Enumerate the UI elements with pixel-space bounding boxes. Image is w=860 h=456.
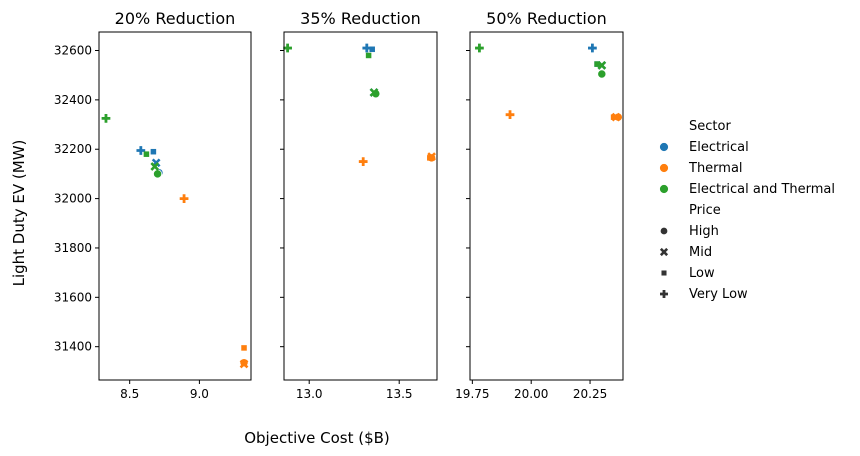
panel-points	[283, 43, 437, 166]
legend-item-thermal: Thermal	[659, 161, 743, 176]
panels: 20% Reduction 8.5 9.0 31400 31600 31800 32000 3…	[54, 9, 624, 401]
y-tick-label: 31600	[54, 290, 92, 304]
legend-item-electrical-and-thermal: Electrical and Thermal	[659, 182, 835, 197]
legend-item-very-low: Very Low	[660, 287, 748, 302]
panel-2: 35% Reduction 13.0 13.5	[280, 9, 438, 401]
legend-marker-mid	[659, 247, 669, 257]
x-tick-label: 13.5	[386, 387, 413, 401]
legend-label: Very Low	[689, 287, 748, 302]
point-electrical-and-thermal-mid	[150, 162, 160, 171]
legend-title-sector: Sector	[689, 119, 731, 134]
point-electrical-and-thermal-very-low	[283, 43, 292, 53]
x-axis-label: Objective Cost ($B)	[244, 429, 390, 447]
legend-label: High	[689, 224, 719, 239]
legend: Sector Electrical Thermal Electrical and Th…	[659, 119, 835, 302]
legend-marker-low	[661, 270, 667, 276]
x-tick-label: 13.0	[296, 387, 323, 401]
point-thermal-very-low	[358, 157, 368, 166]
panel-points	[101, 114, 249, 369]
point-electrical-very-low	[136, 146, 146, 155]
point-electrical-and-thermal-high	[153, 169, 163, 179]
legend-item-high: High	[659, 224, 719, 239]
point-thermal-low	[610, 114, 617, 120]
point-electrical-and-thermal-very-low	[475, 43, 484, 53]
point-thermal-very-low	[505, 110, 515, 120]
legend-title-price: Price	[689, 203, 721, 218]
y-tick-label: 32600	[54, 44, 92, 58]
y-tick-label: 31400	[54, 340, 92, 354]
point-electrical-very-low	[362, 43, 372, 53]
x-tick-label: 8.5	[120, 387, 139, 401]
panel-1: 20% Reduction 8.5 9.0 31400 31600 31800 32000 3…	[54, 9, 252, 401]
point-thermal-mid	[239, 359, 249, 369]
point-electrical-low	[150, 148, 157, 155]
legend-label: Electrical and Thermal	[689, 182, 835, 197]
point-electrical-and-thermal-very-low	[101, 114, 111, 123]
panel-points	[475, 43, 623, 122]
point-electrical-low	[369, 46, 375, 53]
y-tick-label: 32200	[54, 142, 92, 156]
panel-frame	[469, 31, 624, 381]
point-thermal-low	[427, 155, 433, 161]
legend-swatch-electrical	[659, 142, 669, 152]
x-tick-label: 20.00	[514, 387, 548, 401]
legend-label: Electrical	[689, 140, 749, 155]
y-tick-label: 31800	[54, 241, 92, 255]
x-tick-label: 19.75	[455, 387, 489, 401]
panel-frame	[283, 31, 438, 381]
legend-label: Mid	[689, 245, 712, 260]
point-electrical-and-thermal-low	[365, 52, 372, 59]
point-electrical-and-thermal-low	[594, 61, 600, 67]
y-tick-label: 32400	[54, 93, 92, 107]
legend-item-low: Low	[661, 266, 715, 281]
legend-item-mid: Mid	[659, 245, 712, 260]
x-tick-label: 9.0	[190, 387, 209, 401]
point-thermal-low	[241, 345, 247, 351]
legend-label: Low	[689, 266, 715, 281]
panel-3: 50% Reduction 19.75 20.00 20.25	[455, 9, 624, 401]
point-thermal-very-low	[179, 194, 189, 203]
point-electrical-and-thermal-low	[143, 151, 150, 157]
legend-item-electrical: Electrical	[659, 140, 749, 155]
panel-frame	[98, 31, 252, 381]
x-tick-label: 20.25	[573, 387, 607, 401]
legend-marker-very-low	[660, 290, 668, 298]
panel-title: 50% Reduction	[486, 9, 607, 28]
point-electrical-and-thermal-high	[597, 69, 607, 79]
panel-title: 20% Reduction	[115, 9, 236, 28]
legend-marker-high	[659, 226, 669, 236]
legend-swatch-electrical-and-thermal	[659, 184, 669, 194]
y-axis-label: Light Duty EV (MW)	[10, 140, 28, 287]
legend-label: Thermal	[688, 161, 743, 176]
panel-title: 35% Reduction	[300, 9, 421, 28]
point-electrical-and-thermal-mid	[369, 88, 379, 97]
point-electrical-very-low	[588, 43, 597, 53]
legend-swatch-thermal	[659, 163, 669, 173]
y-tick-label: 32000	[54, 192, 92, 206]
